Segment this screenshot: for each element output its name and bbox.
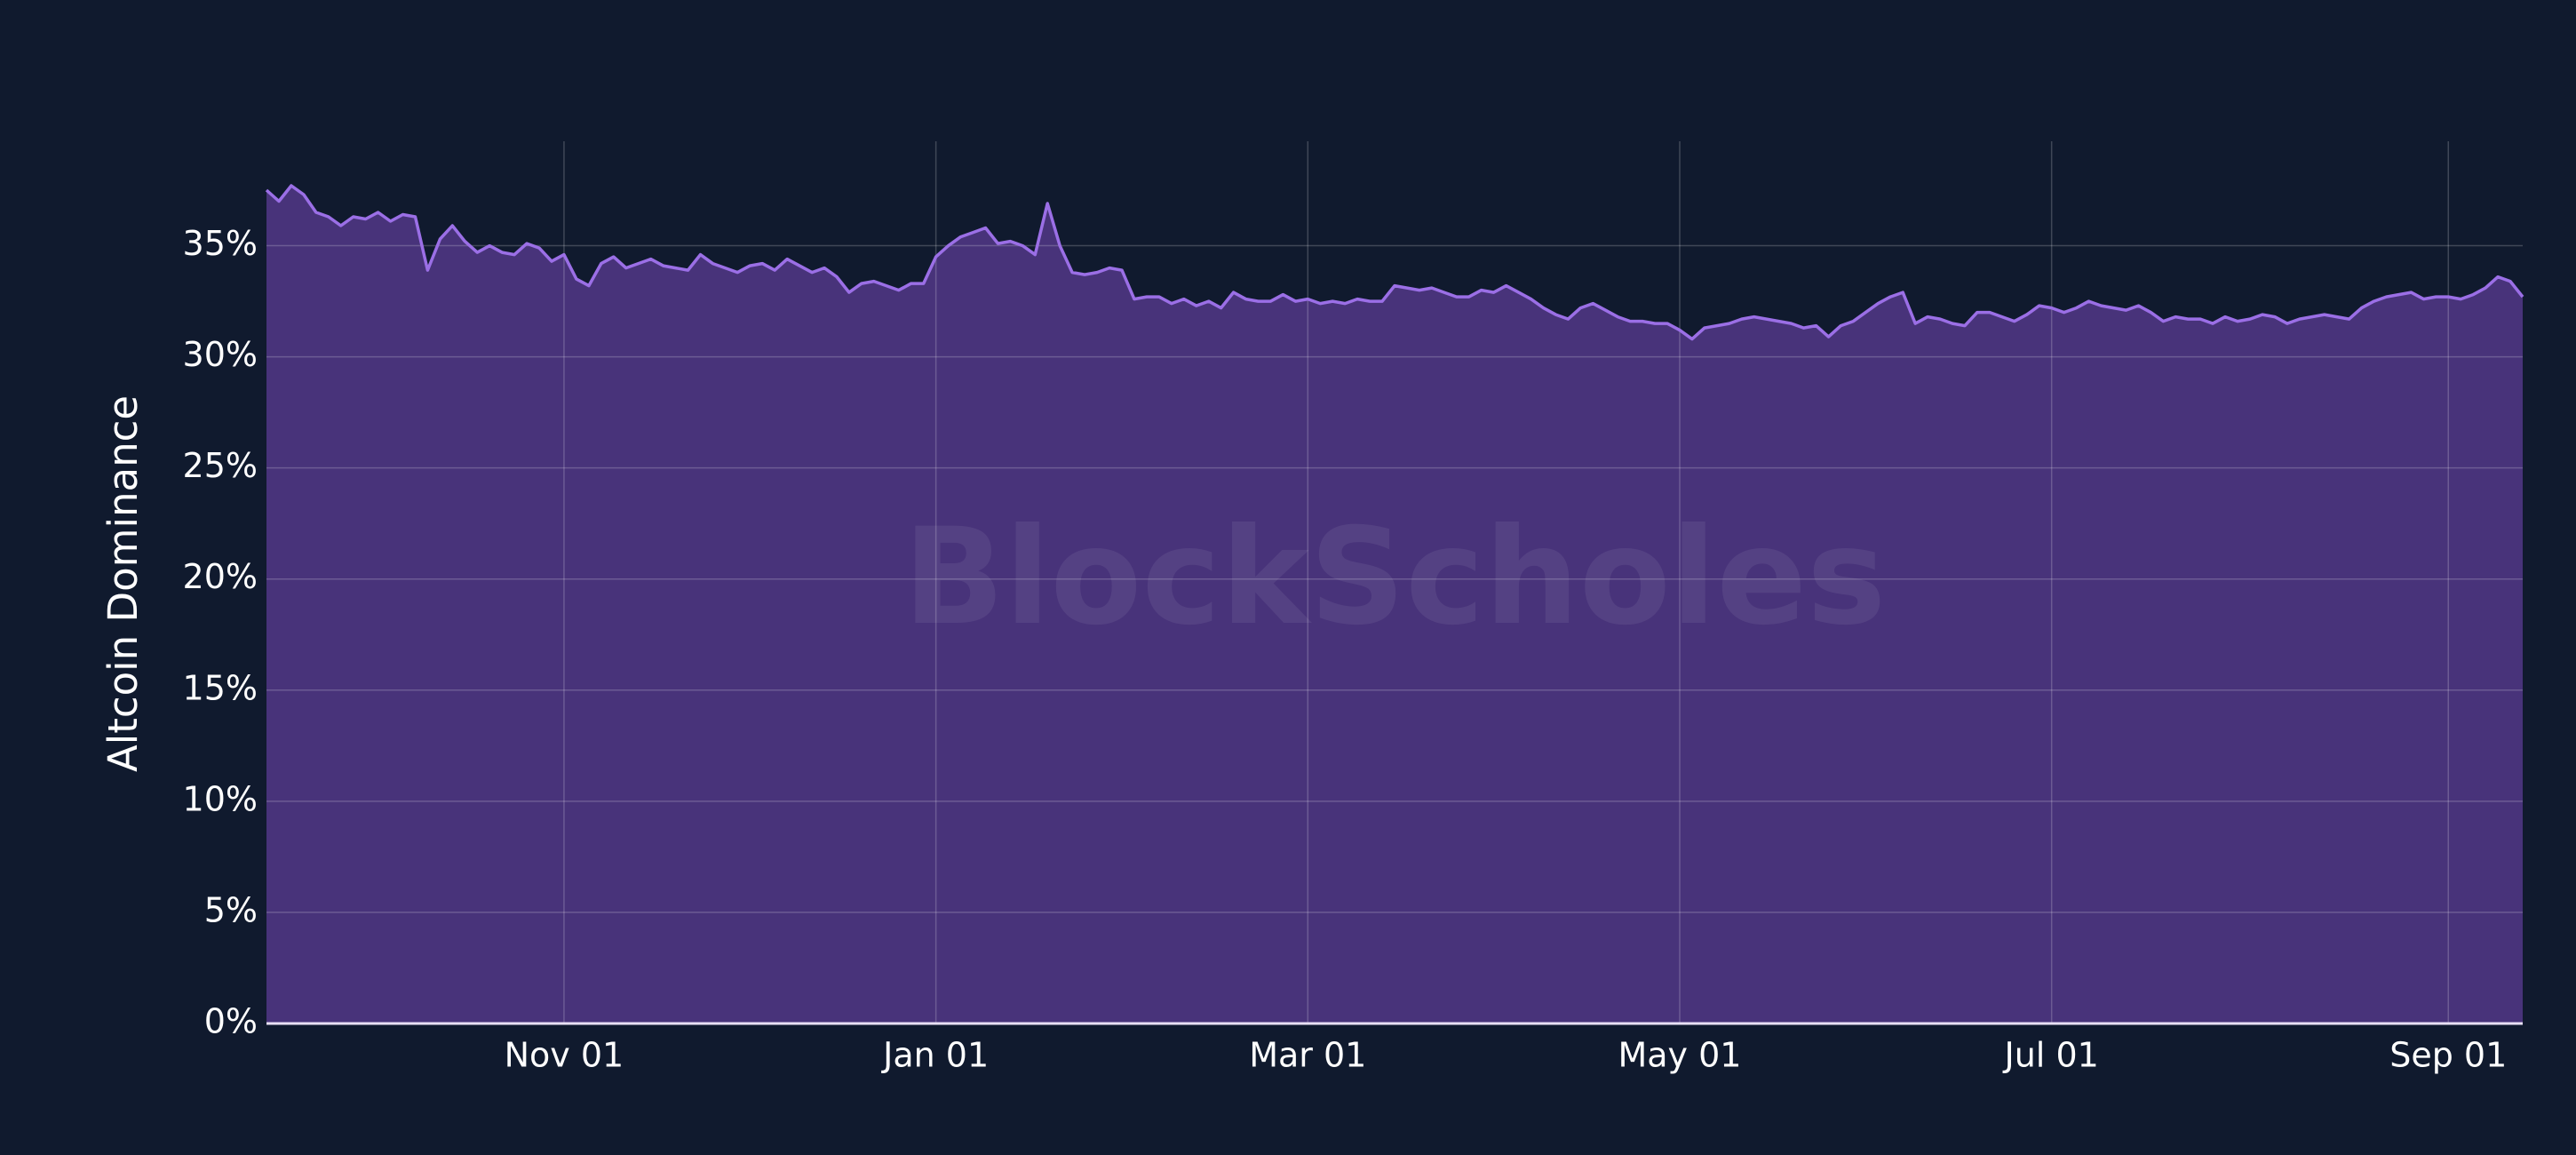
y-tick-label: 20%: [183, 557, 258, 596]
y-tick-label: 15%: [183, 668, 258, 707]
y-tick-label: 0%: [204, 1002, 258, 1041]
y-tick-label: 5%: [204, 890, 258, 929]
area: [266, 186, 2523, 1024]
y-tick-label: 10%: [183, 779, 258, 818]
x-tick-label: Mar 01: [1249, 1036, 1366, 1075]
x-tick-label: May 01: [1618, 1036, 1741, 1075]
x-tick-label: Jan 01: [881, 1036, 989, 1075]
x-tick-label: Nov 01: [505, 1036, 624, 1075]
y-tick-label: 35%: [183, 224, 258, 263]
y-tick-label: 25%: [183, 446, 258, 485]
x-tick-label: Jul 01: [2003, 1036, 2099, 1075]
x-tick-label: Sep 01: [2389, 1036, 2507, 1075]
y-tick-label: 30%: [183, 335, 258, 374]
watermark: BlockScholes: [903, 500, 1887, 655]
line: [265, 184, 2524, 341]
y-axis-label: Altcoin Dominance: [99, 395, 147, 772]
